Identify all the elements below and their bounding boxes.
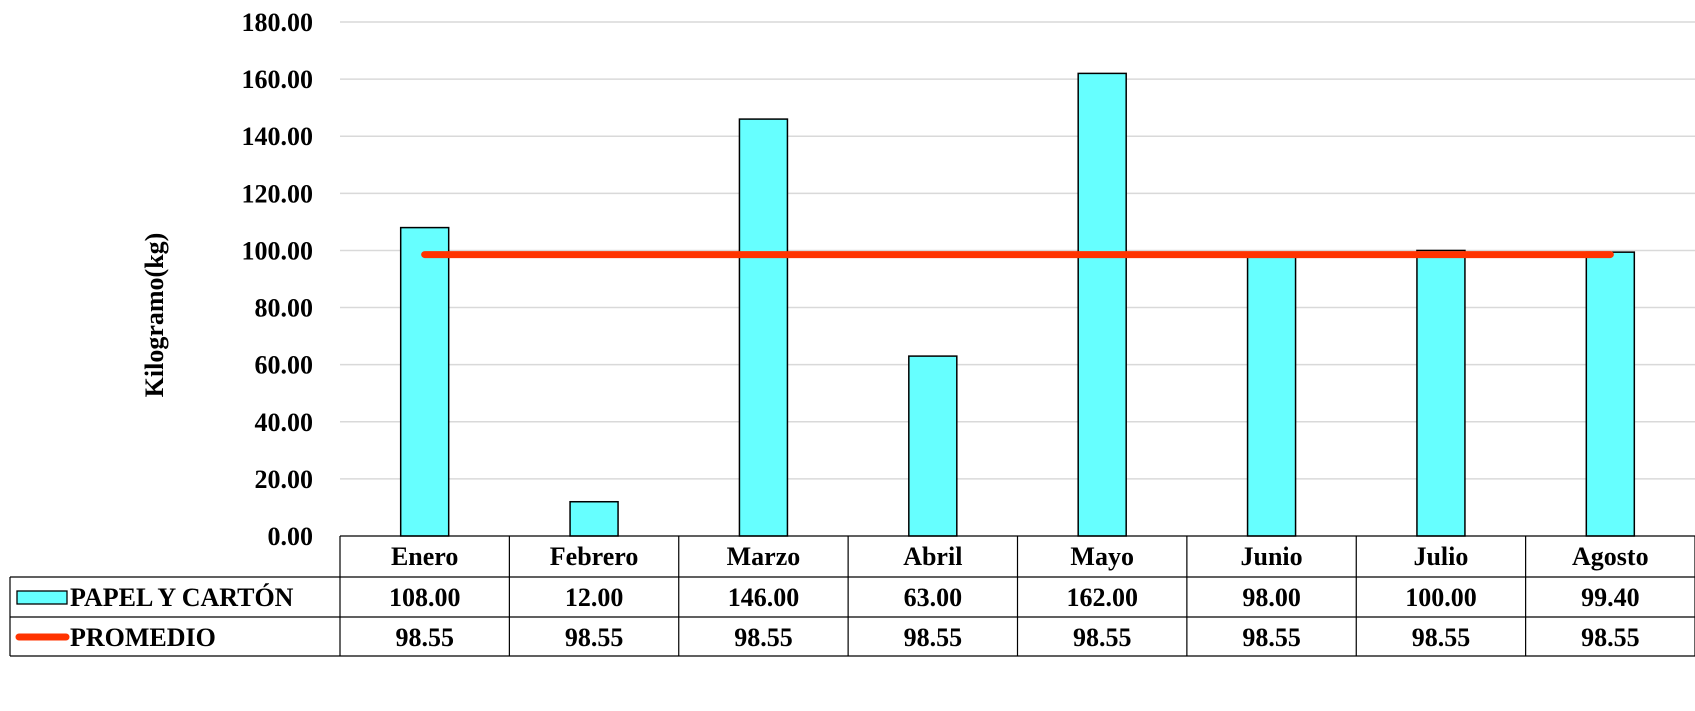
bar (1077, 72, 1127, 537)
legend-label: PAPEL Y CARTÓN (70, 583, 294, 612)
bar-series (399, 72, 1636, 537)
gridlines (340, 21, 1695, 480)
y-tick-label: 140.00 (242, 122, 314, 151)
data-label: 146.00 (728, 583, 800, 612)
data-label: 162.00 (1066, 583, 1138, 612)
x-tick-label: Marzo (727, 542, 801, 571)
y-tick-label: 0.00 (268, 522, 314, 551)
x-tick-label: Abril (903, 542, 962, 571)
bar (399, 226, 450, 537)
x-tick-label: Agosto (1572, 542, 1649, 571)
y-tick-label: 160.00 (242, 65, 314, 94)
legend-swatch-bar (16, 590, 68, 605)
data-label: 98.00 (1242, 583, 1301, 612)
data-label: 98.55 (1073, 623, 1132, 652)
legend-label: PROMEDIO (70, 623, 216, 652)
x-tick-label: Julio (1413, 542, 1468, 571)
y-tick-label: 60.00 (255, 351, 314, 380)
data-label: 98.55 (1581, 623, 1640, 652)
data-label: 98.55 (1412, 623, 1471, 652)
y-tick-label: 180.00 (242, 8, 314, 37)
x-tick-label: Junio (1240, 542, 1302, 571)
x-tick-label: Mayo (1070, 542, 1134, 571)
bar (569, 500, 619, 537)
data-label: 98.55 (565, 623, 624, 652)
bar (738, 118, 789, 537)
data-label: 98.55 (734, 623, 793, 652)
y-tick-label: 20.00 (255, 465, 314, 494)
data-label: 108.00 (389, 583, 461, 612)
bar (908, 355, 958, 537)
y-tick-label: 120.00 (242, 179, 314, 208)
x-tick-label: Febrero (550, 542, 639, 571)
data-label: 100.00 (1405, 583, 1477, 612)
bar (1416, 249, 1466, 537)
data-label: 98.55 (395, 623, 454, 652)
data-label: 98.55 (1242, 623, 1301, 652)
bar (1585, 251, 1636, 537)
data-label: 99.40 (1581, 583, 1640, 612)
y-axis-tick-labels: 0.00 20.00 40.00 60.00 80.00 100.00 120.00 140.… (242, 8, 314, 551)
data-table: Enero Febrero Marzo Abril Mayo Junio Julio Agos… (9, 535, 1695, 657)
y-tick-label: 80.00 (255, 294, 314, 323)
y-tick-label: 100.00 (242, 236, 314, 265)
y-axis-label: Kilogramo(kg) (140, 233, 169, 398)
data-label: 12.00 (565, 583, 624, 612)
bar (1246, 255, 1297, 537)
x-tick-label: Enero (391, 542, 458, 571)
data-label: 63.00 (904, 583, 963, 612)
data-label: 98.55 (904, 623, 963, 652)
y-tick-label: 40.00 (255, 408, 314, 437)
